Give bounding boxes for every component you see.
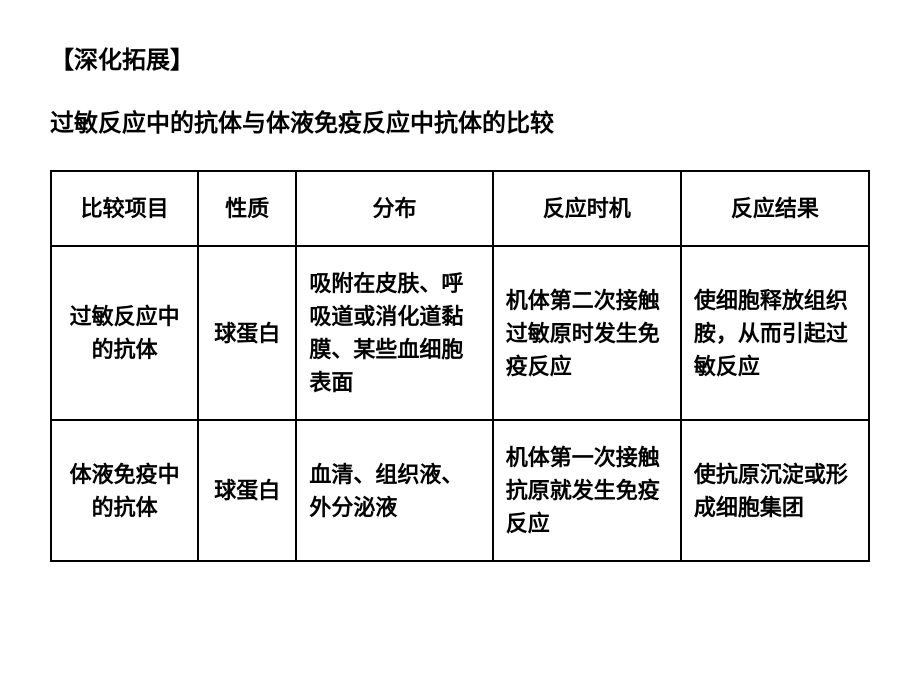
cell-row1-distribution: 血清、组织液、外分泌液 [296,420,492,561]
cell-row1-timing: 机体第一次接触抗原就发生免疫反应 [493,420,681,561]
cell-row0-item: 过敏反应中的抗体 [51,246,198,420]
col-header-result: 反应结果 [681,171,869,246]
table-row: 体液免疫中的抗体 球蛋白 血清、组织液、外分泌液 机体第一次接触抗原就发生免疫反… [51,420,869,561]
table-row: 过敏反应中的抗体 球蛋白 吸附在皮肤、呼吸道或消化道黏膜、某些血细胞表面 机体第… [51,246,869,420]
table-header-row: 比较项目 性质 分布 反应时机 反应结果 [51,171,869,246]
cell-row0-distribution: 吸附在皮肤、呼吸道或消化道黏膜、某些血细胞表面 [296,246,492,420]
cell-row1-nature: 球蛋白 [198,420,296,561]
page-title: 过敏反应中的抗体与体液免疫反应中抗体的比较 [50,103,870,138]
col-header-timing: 反应时机 [493,171,681,246]
cell-row1-item: 体液免疫中的抗体 [51,420,198,561]
cell-row0-nature: 球蛋白 [198,246,296,420]
cell-row1-result: 使抗原沉淀或形成细胞集团 [681,420,869,561]
col-header-nature: 性质 [198,171,296,246]
comparison-table: 比较项目 性质 分布 反应时机 反应结果 过敏反应中的抗体 球蛋白 吸附在皮肤、… [50,170,870,562]
col-header-distribution: 分布 [296,171,492,246]
col-header-item: 比较项目 [51,171,198,246]
cell-row0-result: 使细胞释放组织胺，从而引起过敏反应 [681,246,869,420]
cell-row0-timing: 机体第二次接触过敏原时发生免疫反应 [493,246,681,420]
section-heading: 【深化拓展】 [50,40,870,75]
